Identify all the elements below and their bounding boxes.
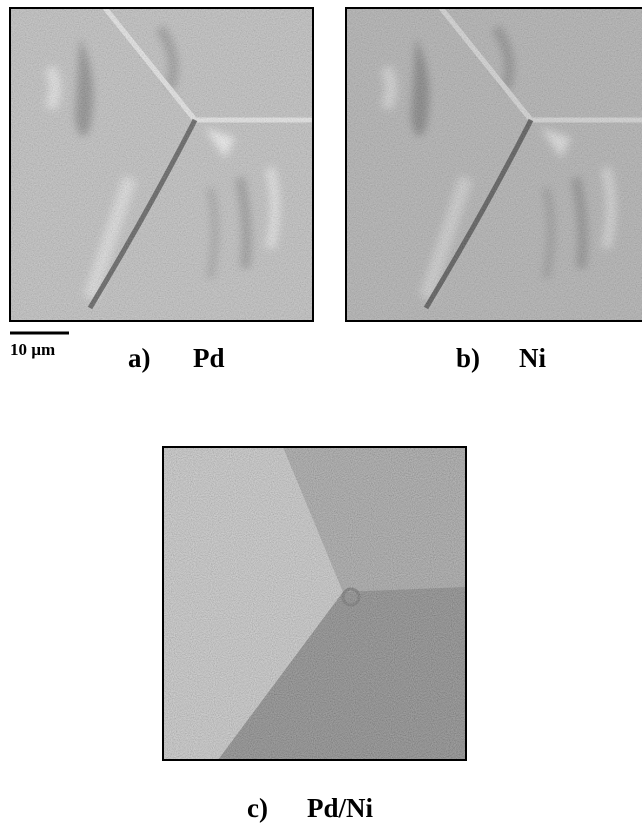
figure: 10 µm a) Pd b) Ni c) Pd/Ni [0, 0, 642, 831]
panel-element: Ni [519, 343, 546, 373]
panel-c [163, 447, 466, 760]
panel-label: c) [247, 793, 268, 823]
panel-element: Pd [193, 343, 225, 373]
panel-label: b) [456, 343, 480, 373]
panel-b [346, 8, 642, 321]
panel-label: a) [128, 343, 151, 373]
panel-a [10, 8, 313, 321]
scale-label: 10 µm [10, 340, 55, 359]
panel-element: Pd/Ni [307, 793, 374, 823]
